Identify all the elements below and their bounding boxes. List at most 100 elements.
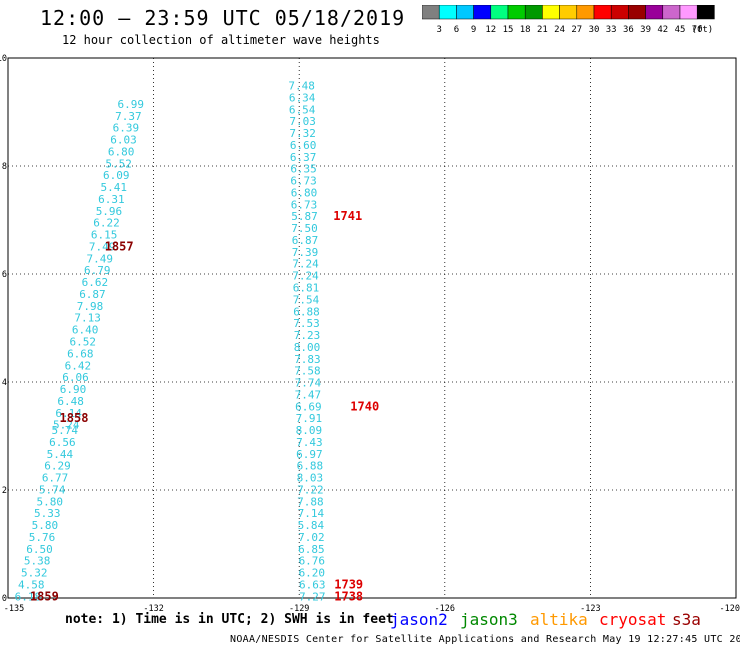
wave-height-value: 7.83 <box>294 353 321 366</box>
wave-height-value: 7.32 <box>289 127 316 140</box>
colorbar-label-7: 24 <box>554 25 565 35</box>
colorbar-label-4: 15 <box>503 25 514 35</box>
wave-height-value: 6.87 <box>79 288 106 301</box>
wave-height-value: 5.80 <box>32 519 59 532</box>
wave-height-value: 6.52 <box>69 336 96 349</box>
colorbar-label-12: 39 <box>640 25 651 35</box>
wave-height-value: 7.14 <box>298 507 325 520</box>
wave-height-value: 5.32 <box>21 567 48 580</box>
wave-height-value: 5.24 <box>53 419 80 432</box>
wave-height-value: 7.88 <box>297 495 324 508</box>
x-tick-label: -129 <box>289 604 309 614</box>
wave-height-value: 6.22 <box>93 217 120 230</box>
wave-height-value: 7.13 <box>74 312 101 325</box>
wave-height-value: 6.03 <box>110 134 137 147</box>
wave-height-value: 6.99 <box>118 98 145 111</box>
chart-subtitle: 12 hour collection of altimeter wave hei… <box>62 33 380 47</box>
wave-height-value: 5.33 <box>34 507 61 520</box>
colorbar-label-10: 33 <box>606 25 617 35</box>
wave-height-value: 6.88 <box>297 460 324 473</box>
wave-height-value: 6.14 <box>55 407 82 420</box>
x-tick-label: -132 <box>143 604 163 614</box>
wave-height-value: 6.69 <box>295 400 322 413</box>
colorbar-label-3: 12 <box>485 25 496 35</box>
wave-height-value: 7.27 <box>299 590 326 603</box>
legend-cryosat: cryosat <box>599 610 667 629</box>
y-tick-label: 2 <box>2 486 7 496</box>
wave-height-value: 6.81 <box>293 282 320 295</box>
wave-height-value: 6.39 <box>113 122 140 135</box>
y-tick-label: 10 <box>0 54 7 64</box>
wave-height-value: 6.09 <box>103 169 130 182</box>
colorbar-label-0: 3 <box>436 25 441 35</box>
wave-height-value: 7.98 <box>77 300 104 313</box>
wave-height-value: 7.54 <box>293 293 320 306</box>
wave-height-value: 6.18 <box>15 590 42 603</box>
wave-height-value: 5.44 <box>47 448 74 461</box>
time-label: 1741 <box>333 209 362 223</box>
wave-height-value: 6.68 <box>67 347 94 360</box>
x-tick-label: -135 <box>4 604 24 614</box>
wave-height-value: 6.62 <box>82 276 109 289</box>
colorbar-label-8: 27 <box>571 25 582 35</box>
wave-height-value: 6.88 <box>293 305 320 318</box>
wave-height-value: 6.80 <box>108 145 135 158</box>
wave-height-value: 7.53 <box>293 317 320 330</box>
wave-height-value: 5.41 <box>101 181 128 194</box>
x-tick-label: -120 <box>720 604 740 614</box>
wave-height-value: 6.42 <box>65 359 92 372</box>
legend-s3a: s3a <box>672 610 701 629</box>
x-tick-label: -123 <box>580 604 600 614</box>
wave-height-value: 5.76 <box>29 531 56 544</box>
y-tick-label: 4 <box>2 378 7 388</box>
wave-height-value: 5.87 <box>291 210 318 223</box>
legend-jason2: jason2 <box>390 610 448 629</box>
wave-height-value: 6.87 <box>292 234 319 247</box>
wave-height-value: 6.60 <box>290 139 317 152</box>
wave-height-value: 6.73 <box>291 198 318 211</box>
wave-height-value: 7.58 <box>294 365 321 378</box>
wave-height-value: 6.15 <box>91 229 118 242</box>
x-tick-label: -126 <box>435 604 455 614</box>
wave-height-value: 7.43 <box>296 436 323 449</box>
colorbar-label-9: 30 <box>589 25 600 35</box>
wave-height-value: 5.52 <box>105 157 132 170</box>
wave-height-value: 6.76 <box>299 555 326 568</box>
y-tick-label: 8 <box>2 162 7 172</box>
wave-height-value: 6.90 <box>60 383 87 396</box>
wave-height-value: 6.31 <box>98 193 125 206</box>
wave-height-value: 6.73 <box>290 175 317 188</box>
time-label: 1739 <box>334 578 363 592</box>
wave-height-value: 7.49 <box>86 252 113 265</box>
wave-height-value: 6.56 <box>49 436 76 449</box>
wave-height-value: 6.48 <box>57 395 84 408</box>
wave-height-value: 7.02 <box>298 531 325 544</box>
colorbar-label-13: 42 <box>657 25 668 35</box>
wave-height-value: 4.58 <box>18 579 45 592</box>
colorbar-label-1: 6 <box>454 25 459 35</box>
wave-height-value: 6.35 <box>290 163 317 176</box>
wave-height-value: 6.50 <box>26 543 53 556</box>
wave-height-value: 7.37 <box>115 110 142 123</box>
wave-height-value: 7.49 <box>89 240 116 253</box>
colorbar-unit: (ft) <box>692 25 714 35</box>
wave-height-value: 6.80 <box>291 186 318 199</box>
legend-jason3: jason3 <box>460 610 518 629</box>
time-label: 1857 <box>105 239 134 253</box>
wave-height-value: 7.91 <box>296 412 323 425</box>
colorbar-label-14: 45 <box>675 25 686 35</box>
wave-height-value: 7.50 <box>291 222 318 235</box>
wave-height-value: 5.38 <box>24 555 51 568</box>
wave-height-value: 5.96 <box>96 205 123 218</box>
wave-height-value: 5.80 <box>36 495 63 508</box>
y-tick-label: 0 <box>2 594 7 604</box>
wave-height-value: 8.00 <box>294 341 321 354</box>
wave-height-value: 5.84 <box>298 519 325 532</box>
wave-height-value: 6.20 <box>299 567 326 580</box>
wave-height-value: 6.37 <box>290 151 317 164</box>
wave-height-value: 6.29 <box>44 460 71 473</box>
colorbar-label-2: 9 <box>471 25 476 35</box>
wave-height-value: 6.63 <box>299 579 326 592</box>
footnote: note: 1) Time is in UTC; 2) SWH is in fe… <box>65 612 394 627</box>
wave-height-value: 5.74 <box>39 483 66 496</box>
